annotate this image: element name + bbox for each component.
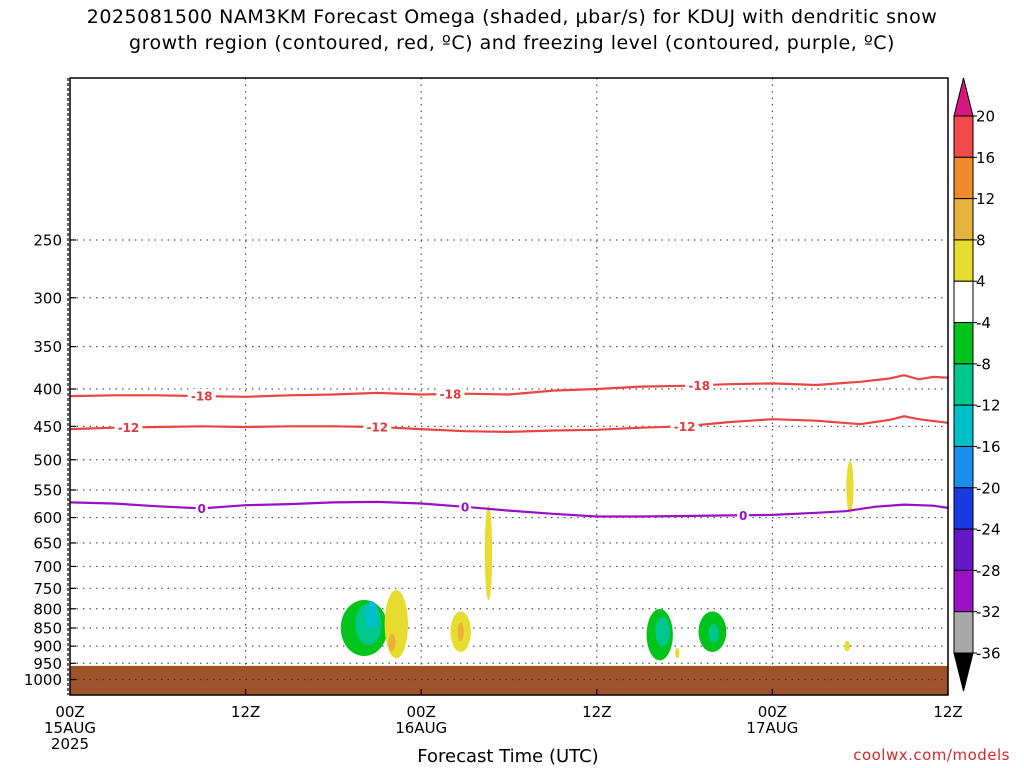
y-tick-label-550: 550 [33, 481, 62, 499]
contour-line-0 [70, 374, 948, 398]
contour-label-bg-1-1 [363, 420, 392, 435]
colorbar-box-9 [953, 445, 974, 489]
x-tick-label-24-0: 00Z [407, 703, 436, 721]
colorbar-label-5: -4 [976, 314, 991, 332]
colorbar-box-13 [953, 611, 974, 654]
colorbar-box-7 [953, 363, 974, 406]
contour-label-0-1: -18 [440, 387, 462, 401]
x-tick-label-12-0: 12Z [231, 703, 260, 721]
y-tick-label-450: 450 [33, 418, 62, 436]
ground-surface [70, 665, 948, 695]
colorbar-label-8: -16 [976, 438, 1001, 456]
omega-region-4 [388, 633, 396, 652]
contour-label-bg-2-0 [195, 501, 208, 516]
y-tick-label-400: 400 [33, 380, 62, 398]
contour-label-bg-2-2 [737, 508, 750, 523]
contour-label-2-1: 0 [461, 500, 469, 514]
x-tick-label-36-0: 12Z [582, 703, 611, 721]
colorbar: 20 16 12 8 4 -4 -8 -12 -16 -20 -24 -28 -32 -36 [953, 77, 1001, 692]
contour-label-bg-2-1 [459, 499, 472, 514]
x-axis-label: Forecast Time (UTC) [0, 746, 1024, 767]
contour-label-2-0: 0 [198, 502, 206, 516]
colorbar-label-10: -24 [976, 521, 1001, 539]
contour-label-1-2: -12 [674, 420, 696, 434]
y-tick-label-700: 700 [33, 558, 62, 576]
omega-region-13 [846, 460, 854, 514]
plot-frame [69, 77, 949, 696]
y-tick-label-500: 500 [33, 451, 62, 469]
plot-inner: -18 -18 -18 -12 -12 -12 0 0 0 [70, 78, 948, 695]
y-tick-label-350: 350 [33, 338, 62, 356]
x-tick-label-0-2: 2025 [51, 735, 89, 753]
axes: 2503003504004505005506006507007508008509… [24, 77, 963, 753]
colorbar-box-12 [953, 569, 974, 613]
contour-label-0-2: -18 [688, 379, 710, 393]
contour-label-bg-0-1 [436, 386, 465, 401]
x-tick-label-0-1: 15AUG [44, 719, 96, 737]
x-tick-label-48-0: 00Z [758, 703, 787, 721]
colorbar-label-0: 20 [976, 108, 995, 126]
colorbar-box-2 [953, 156, 974, 200]
omega-region-3 [384, 590, 409, 659]
colorbar-top-arrow [953, 77, 974, 117]
credit-link[interactable]: coolwx.com/models [853, 746, 1010, 764]
colorbar-label-1: 16 [976, 149, 995, 167]
colorbar-label-6: -8 [976, 355, 991, 373]
omega-region-7 [484, 504, 493, 601]
x-axis-label-text: Forecast Time (UTC) [417, 746, 599, 767]
contour-label-bg-0-2 [685, 378, 714, 393]
x-tick-label-24-1: 16AUG [395, 719, 447, 737]
colorbar-box-10 [953, 487, 974, 530]
colorbar-label-2: 12 [976, 190, 995, 208]
colorbar-box-4 [953, 239, 974, 282]
contour-label-bg-1-2 [670, 419, 699, 434]
plot-area: -18 -18 -18 -12 -12 -12 0 0 0 [70, 78, 948, 695]
contour-label-1-1: -12 [366, 421, 388, 435]
x-tick-label-0-0: 00Z [55, 703, 84, 721]
omega-region-10 [675, 647, 680, 659]
omega-region-6 [457, 622, 464, 641]
contour-label-bg-1-0 [114, 420, 143, 435]
colorbar-label-11: -28 [976, 562, 1001, 580]
colorbar-label-3: 8 [976, 231, 986, 249]
y-tick-label-750: 750 [33, 580, 62, 598]
colorbar-box-1 [953, 115, 974, 158]
contour-label-1-0: -12 [118, 421, 140, 435]
contour-label-2-2: 0 [739, 509, 747, 523]
y-tick-label-800: 800 [33, 600, 62, 618]
omega-region-12 [708, 624, 719, 643]
colorbar-box-11 [953, 528, 974, 571]
contour-line-2 [70, 500, 948, 518]
contour-line-1 [70, 415, 948, 434]
colorbar-label-13: -36 [976, 645, 1001, 663]
colorbar-bottom-arrow [953, 652, 974, 692]
omega-region-2 [364, 601, 379, 629]
colorbar-label-4: 4 [976, 273, 986, 291]
colorbar-box-6 [953, 322, 974, 365]
omega-region-14 [844, 640, 850, 652]
y-tick-label-1000: 1000 [24, 671, 62, 689]
y-tick-label-850: 850 [33, 619, 62, 637]
colorbar-label-12: -32 [976, 603, 1001, 621]
colorbar-label-9: -20 [976, 479, 1001, 497]
chart-title-line-1: 2025081500 NAM3KM Forecast Omega (shaded… [86, 6, 938, 28]
contour-label-0-0: -18 [191, 390, 213, 404]
x-tick-label-48-1: 17AUG [746, 719, 798, 737]
contour-label-bg-0-0 [187, 389, 216, 404]
y-tick-label-900: 900 [33, 638, 62, 656]
omega-region-9 [655, 616, 670, 647]
colorbar-label-7: -12 [976, 397, 1001, 415]
y-tick-label-950: 950 [33, 655, 62, 673]
colorbar-box-5 [953, 280, 974, 324]
y-tick-label-650: 650 [33, 534, 62, 552]
colorbar-box-3 [953, 198, 974, 241]
colorbar-box-8 [953, 404, 974, 447]
y-tick-label-600: 600 [33, 509, 62, 527]
y-tick-label-250: 250 [33, 231, 62, 249]
x-tick-label-60-0: 12Z [933, 703, 962, 721]
chart-title-line-2: growth region (contoured, red, ºC) and f… [129, 32, 895, 54]
y-tick-label-300: 300 [33, 289, 62, 307]
